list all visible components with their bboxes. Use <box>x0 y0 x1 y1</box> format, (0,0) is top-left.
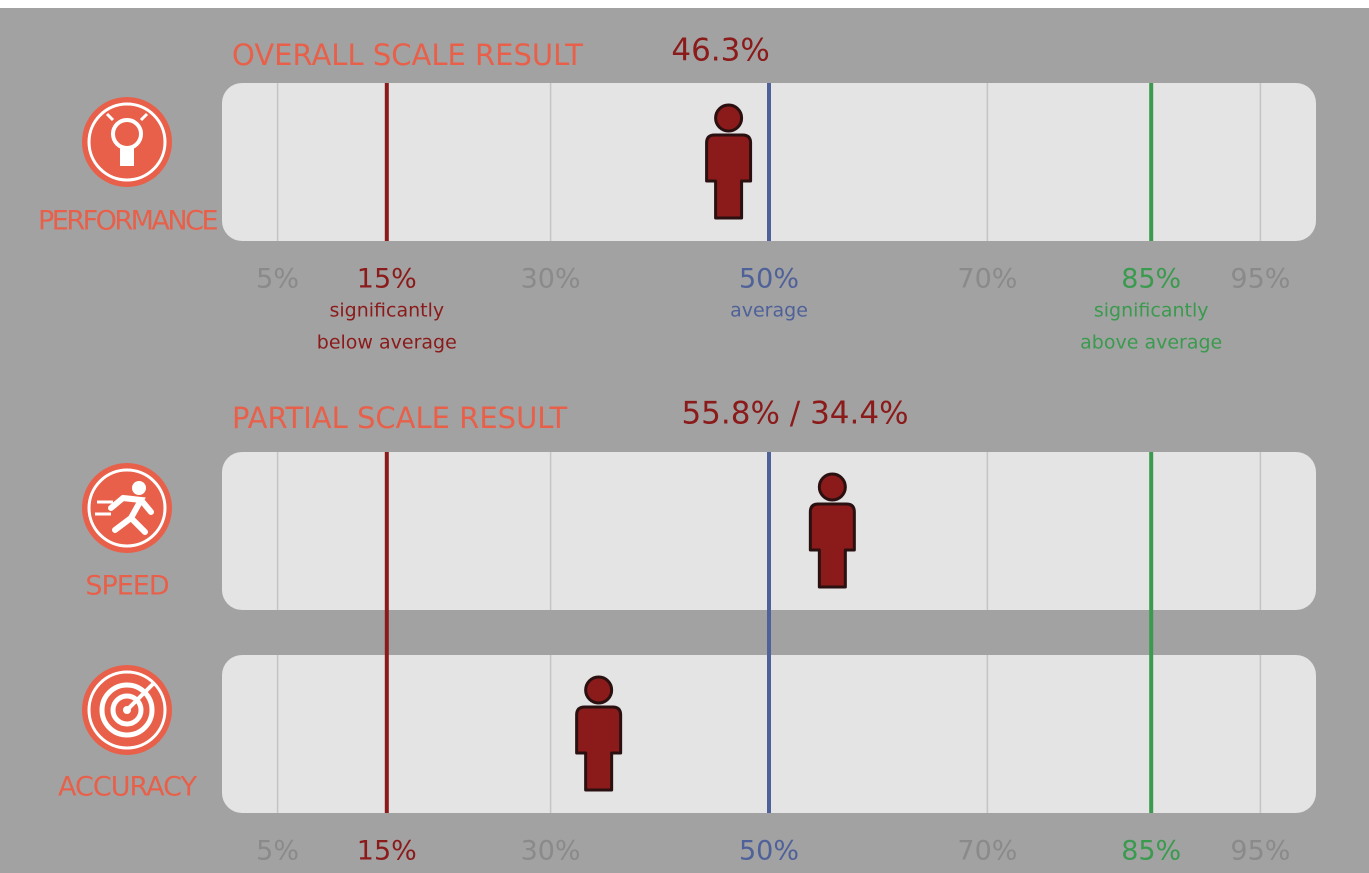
section-title: PARTIAL SCALE RESULT <box>232 401 567 435</box>
person-head <box>586 677 612 703</box>
performance-icon <box>82 97 172 187</box>
tick-label: 15% <box>357 264 417 295</box>
scale-chart: OVERALL SCALE RESULT 46.3% PERFORMANCE 5% 15… <box>0 0 1369 873</box>
row-label: SPEED <box>85 571 169 602</box>
tick-label: 5% <box>256 264 299 295</box>
result-label: 46.3% <box>671 33 769 69</box>
tick-note: below average <box>317 332 457 354</box>
page: OVERALL SCALE RESULT 46.3% PERFORMANCE 5% 15… <box>0 0 1369 873</box>
person-head <box>819 474 845 500</box>
tick-label: 95% <box>1230 836 1290 867</box>
result-label: 55.8% / 34.4% <box>681 396 908 432</box>
person-head <box>716 105 742 131</box>
tick-label: 15% <box>357 836 417 867</box>
row-label: ACCURACY <box>58 772 198 803</box>
tick-label: 50% <box>739 264 799 295</box>
tick-label: 70% <box>957 264 1017 295</box>
tick-note: average <box>730 300 808 322</box>
tick-label: 85% <box>1121 264 1181 295</box>
tick-label: 50% <box>739 836 799 867</box>
tick-label: 70% <box>957 836 1017 867</box>
speed-icon <box>82 463 172 553</box>
tick-label: 85% <box>1121 836 1181 867</box>
tick-note: above average <box>1080 332 1222 354</box>
tick-label: 30% <box>521 836 581 867</box>
section-title: OVERALL SCALE RESULT <box>232 38 583 72</box>
tick-note: significantly <box>1094 300 1209 322</box>
tick-label: 5% <box>256 836 299 867</box>
accuracy-icon <box>82 665 172 755</box>
tick-note: significantly <box>329 300 444 322</box>
tick-label: 95% <box>1230 264 1290 295</box>
tick-label: 30% <box>521 264 581 295</box>
row-label: PERFORMANCE <box>38 206 217 237</box>
top-strip <box>0 0 1369 8</box>
